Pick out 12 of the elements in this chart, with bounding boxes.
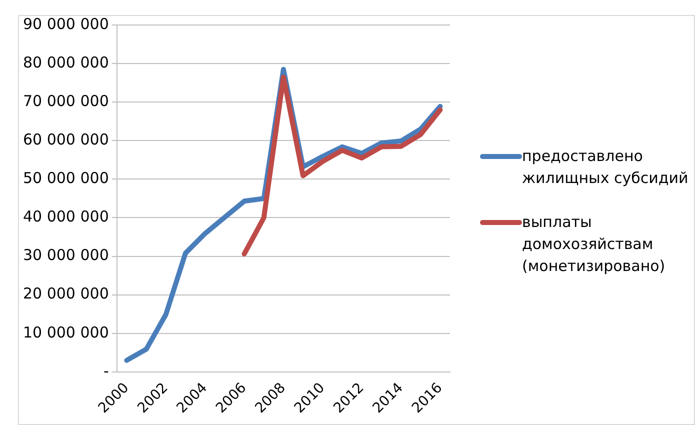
y-tick-label: - [103,362,109,380]
legend-label: выплаты домохозяйствам (монетизировано) [522,212,666,277]
y-tick-label: 50 000 000 [22,169,109,188]
y-tick-label: 80 000 000 [22,53,109,72]
y-tick-label: 10 000 000 [22,323,109,342]
y-tick-label: 60 000 000 [22,130,109,149]
y-tick-label: 90 000 000 [22,14,109,33]
y-tick-label: 40 000 000 [22,208,109,226]
y-tick-label: 20 000 000 [22,284,109,303]
y-tick-label: 30 000 000 [22,246,109,264]
legend-label: предоставлено жилищных субсидий [522,146,690,189]
y-tick-label: 70 000 000 [22,92,109,110]
